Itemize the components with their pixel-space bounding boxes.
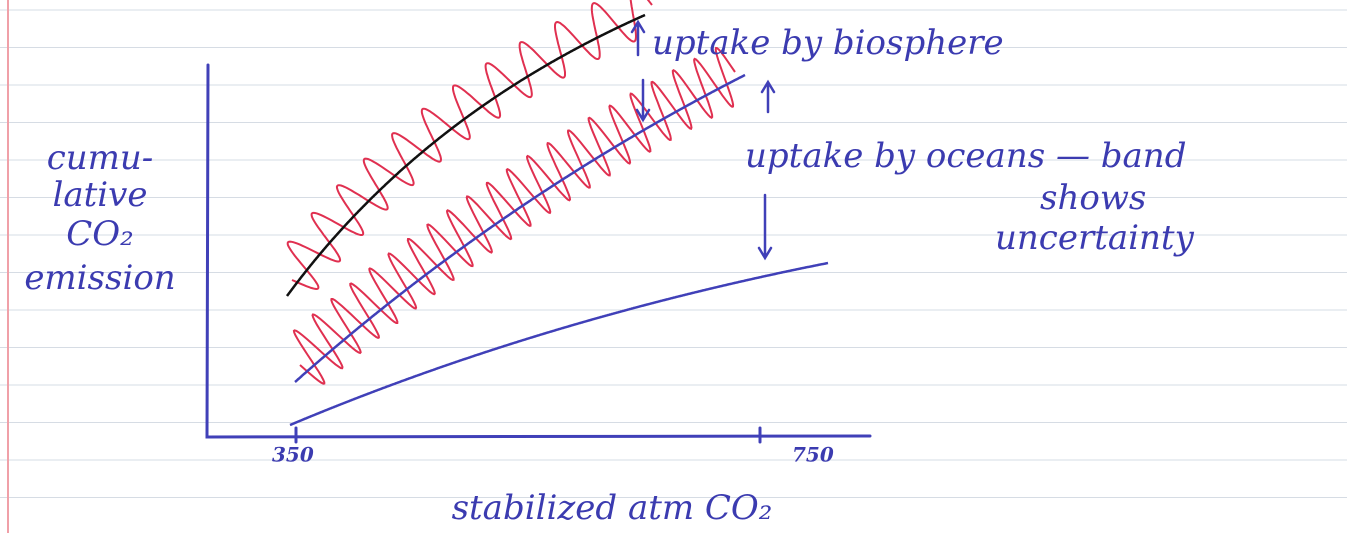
biosphere-curve <box>285 13 646 297</box>
arrow <box>757 193 773 261</box>
arrow <box>635 78 651 123</box>
y-axis-label: emission <box>24 258 175 298</box>
annotation: shows <box>1040 178 1146 218</box>
y-axis-label: lative <box>52 175 147 215</box>
x-axis-label: stabilized atm CO₂ <box>452 488 773 528</box>
x-tick-label: 750 <box>792 443 834 467</box>
annotation: uptake by biosphere <box>652 23 1004 63</box>
curves <box>285 0 829 427</box>
x-tick-label: 350 <box>272 443 314 467</box>
uncertainty-band <box>286 0 653 291</box>
annotation: uptake by oceans — band <box>745 136 1186 176</box>
ruled-paper <box>0 9 1347 498</box>
arrow <box>630 19 646 57</box>
uncertainty-band <box>292 46 736 385</box>
y-axis-label: cumu- <box>47 138 154 178</box>
axis-lines <box>205 63 872 439</box>
arrows <box>630 19 776 261</box>
arrow <box>760 79 776 114</box>
oceans-curve <box>294 73 746 383</box>
axes <box>205 63 872 444</box>
y-axis-label: CO₂ <box>66 214 134 254</box>
atmosphere-curve <box>289 261 829 427</box>
annotation: uncertainty <box>995 218 1195 258</box>
